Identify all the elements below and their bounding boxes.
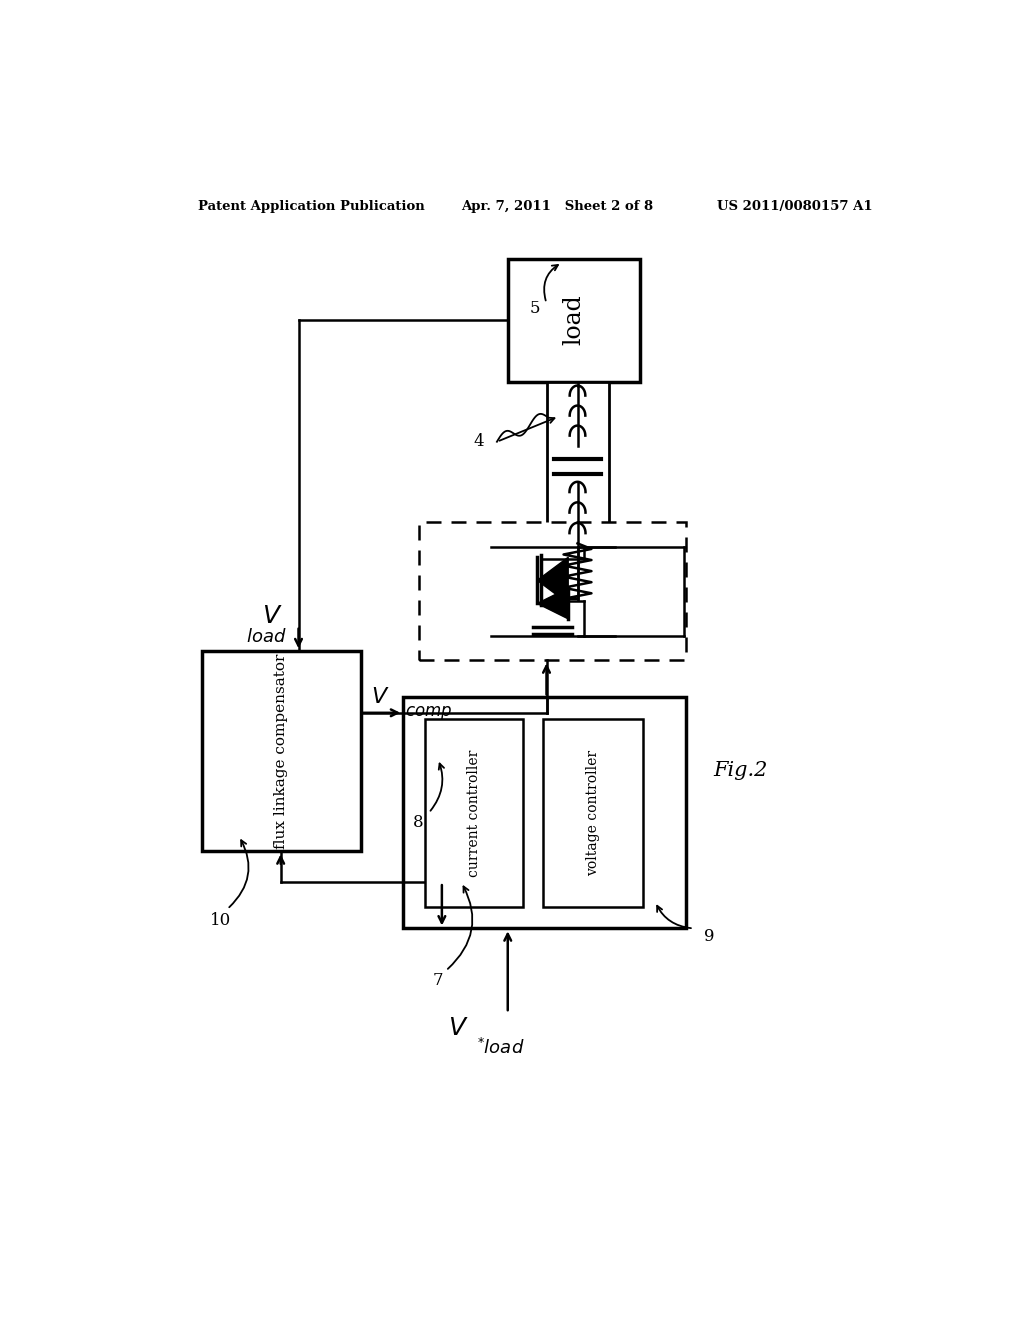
Text: 7: 7 [433,973,443,989]
Bar [547,381,608,544]
Text: 5: 5 [529,300,540,317]
Text: Fig.2: Fig.2 [713,762,767,780]
Text: load: load [562,294,585,346]
Text: Patent Application Publication: Patent Application Publication [198,199,425,213]
Text: $^{*}\mathit{load}$: $^{*}\mathit{load}$ [477,1038,524,1057]
Text: 4: 4 [473,433,483,450]
Text: 8: 8 [414,813,424,830]
Text: $\mathit{load}$: $\mathit{load}$ [247,628,287,647]
Polygon shape [538,557,568,603]
Bar [508,259,640,381]
Bar [419,521,686,660]
Bar [202,651,360,851]
Polygon shape [538,589,568,619]
Text: Apr. 7, 2011   Sheet 2 of 8: Apr. 7, 2011 Sheet 2 of 8 [461,199,653,213]
Text: flux linkage compensator: flux linkage compensator [273,653,288,849]
Bar [403,697,686,928]
Text: US 2011/0080157 A1: US 2011/0080157 A1 [717,199,872,213]
Bar [543,719,643,907]
Bar [425,719,523,907]
Text: 9: 9 [703,928,715,945]
Text: 10: 10 [210,912,231,929]
Text: voltage controller: voltage controller [586,750,600,876]
Text: current controller: current controller [467,750,480,876]
Text: $\mathit{V}$: $\mathit{V}$ [262,605,283,628]
Text: $\mathit{comp}$: $\mathit{comp}$ [406,704,453,722]
Text: $\mathit{V}$: $\mathit{V}$ [372,686,390,709]
Text: $\mathit{V}$: $\mathit{V}$ [449,1016,469,1040]
